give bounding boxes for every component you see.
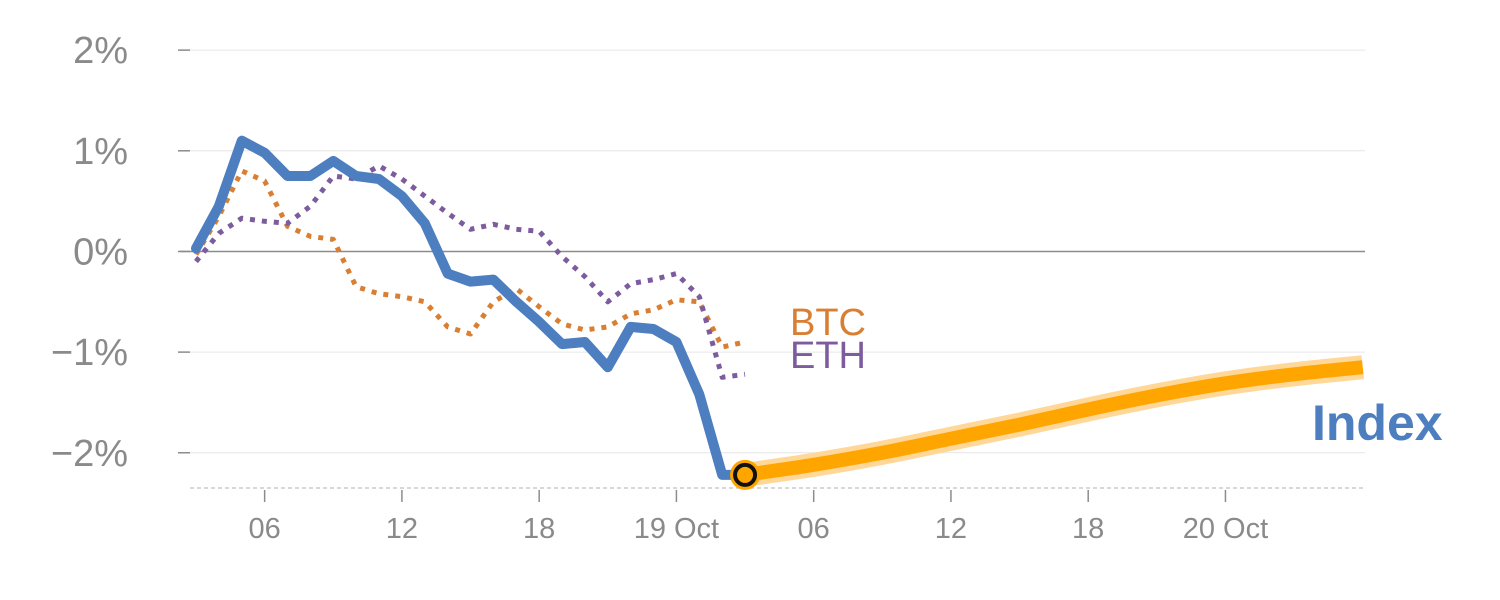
x-tick-label: 18 (523, 513, 555, 545)
y-tick-label: 0% (73, 231, 128, 273)
y-tick-label: −1% (51, 332, 128, 374)
btc-series-line (193, 168, 746, 350)
forecast-series-line (743, 360, 1364, 482)
current-point-marker (733, 462, 758, 487)
y-tick-label: 2% (73, 30, 128, 72)
x-tick-label: 18 (1072, 513, 1104, 545)
index-label: Index (1312, 395, 1443, 451)
eth-label: ETH (790, 335, 866, 377)
eth-series-line (194, 163, 746, 380)
index-series-line (191, 135, 750, 480)
x-tick-label: 06 (249, 513, 281, 545)
gridlines (180, 49, 1365, 454)
series-lines (191, 135, 1364, 490)
y-axis: 2% 1% 0% −1% −2% (51, 30, 190, 475)
x-tick-label: 19 Oct (634, 513, 719, 545)
x-tick-label: 12 (935, 513, 967, 545)
x-tick-label: 20 Oct (1183, 513, 1268, 545)
y-tick-label: −2% (51, 433, 128, 475)
x-tick-label: 06 (798, 513, 830, 545)
x-tick-label: 12 (386, 513, 418, 545)
x-axis: 06 12 18 19 Oct 06 12 18 20 Oct (190, 487, 1365, 545)
btc-label: BTC (790, 302, 866, 344)
y-tick-label: 1% (73, 131, 128, 173)
series-labels: BTC ETH Index (790, 302, 1443, 451)
